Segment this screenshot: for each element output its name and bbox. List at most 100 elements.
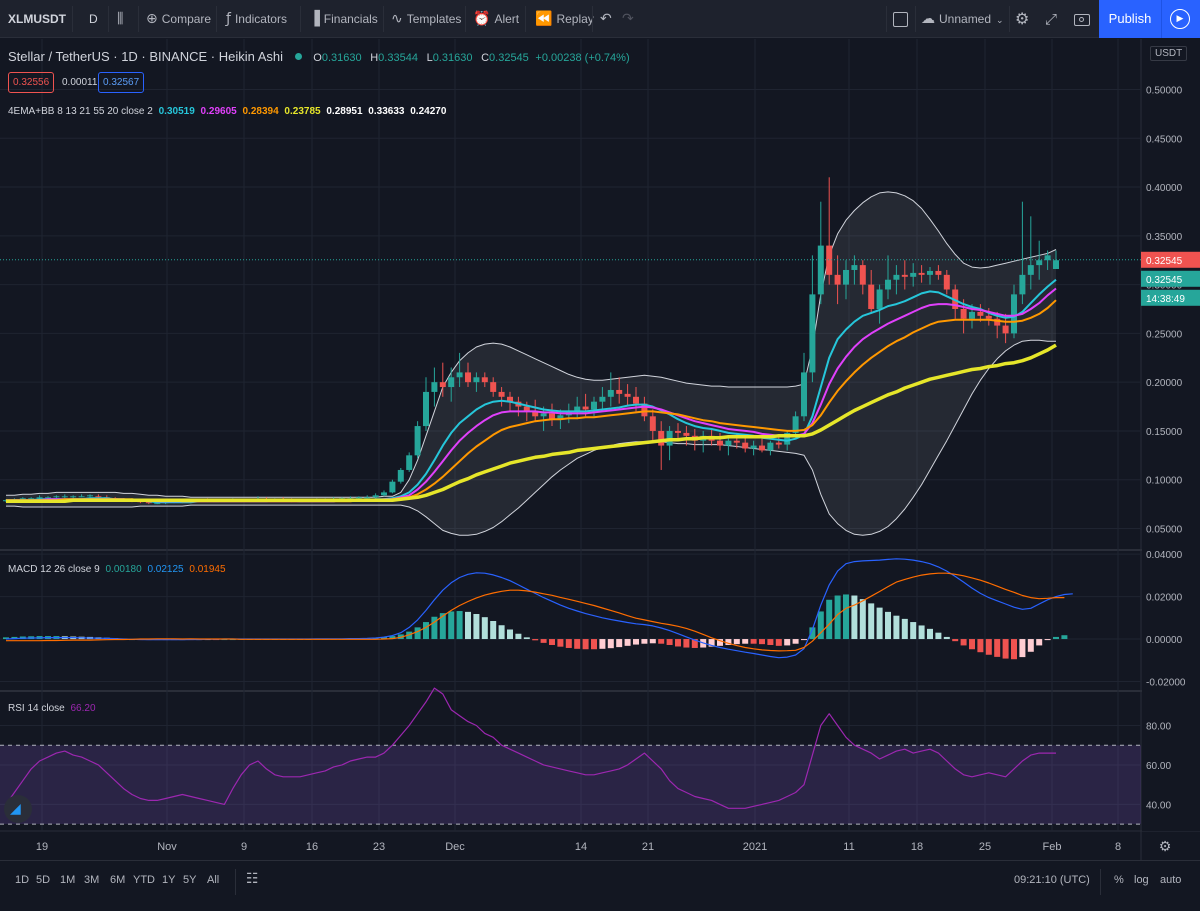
price-tick-label: 0.35000 <box>1146 232 1183 243</box>
time-tick-label: 14 <box>575 841 587 853</box>
macd-histogram-bar <box>826 599 833 640</box>
toolbar-divider <box>108 6 109 32</box>
macd-signal-line <box>6 572 1065 652</box>
fullscreen-toggle[interactable] <box>893 0 908 38</box>
macd-histogram-bar <box>1019 639 1026 658</box>
templates-button[interactable]: ∿ Templates <box>391 0 461 38</box>
interval-button[interactable]: D <box>89 12 98 26</box>
ema-legend[interactable]: 4EMA+BB 8 13 21 55 20 close 2 0.30519 0.… <box>8 106 446 117</box>
macd-legend[interactable]: MACD 12 26 close 9 0.00180 0.02125 0.019… <box>8 564 226 575</box>
rsi-line <box>5 687 1056 809</box>
range-button-1y[interactable]: 1Y <box>162 874 176 886</box>
macd-histogram-bar <box>994 639 1001 657</box>
expand-button[interactable]: ⤢ <box>1045 0 1061 38</box>
currency-selector[interactable]: USDT <box>1150 46 1188 61</box>
candle-body <box>876 289 883 309</box>
symbol-title-text: Stellar / TetherUS · 1D · BINANCE · Heik… <box>8 49 284 64</box>
ohlc-low: L0.31630 <box>426 52 473 64</box>
macd-histogram-bar <box>498 625 505 640</box>
symbol-title: Stellar / TetherUS · 1D · BINANCE · Heik… <box>8 49 630 64</box>
range-button-3m[interactable]: 3M <box>84 874 100 886</box>
templates-icon: ∿ <box>391 11 403 27</box>
range-button-5d[interactable]: 5D <box>36 874 51 886</box>
bollinger-band-fill <box>6 191 1056 536</box>
candle-body <box>473 377 480 383</box>
macd-histogram-bar <box>1044 639 1051 641</box>
candle-body <box>1044 255 1051 261</box>
clock-display[interactable]: 09:21:10 (UTC) <box>1014 874 1090 886</box>
axis-settings-icon: ⚙ <box>1159 839 1172 855</box>
macd-histogram-bar <box>666 639 673 645</box>
range-button-1d[interactable]: 1D <box>15 874 30 886</box>
range-button-all[interactable]: All <box>207 874 220 886</box>
macd-histogram-bar <box>834 595 841 640</box>
percent-toggle[interactable]: % <box>1114 874 1124 886</box>
alert-button[interactable]: ⏰ Alert <box>473 0 519 38</box>
candle-body <box>523 406 530 412</box>
candle-body <box>78 496 85 498</box>
publish-menu-button[interactable]: ▶ <box>1161 0 1200 38</box>
range-button-5y[interactable]: 5Y <box>183 874 197 886</box>
macd-histogram-bar <box>885 611 891 640</box>
macd-histogram-bar <box>423 622 429 640</box>
chart-area[interactable]: 0.500000.450000.400000.350000.300000.250… <box>0 39 1200 860</box>
replay-button[interactable]: ⏪ Replay <box>535 0 594 38</box>
square-icon <box>893 12 908 28</box>
candle-body <box>843 269 849 285</box>
buy-button[interactable]: 0.32567 <box>98 72 145 93</box>
candle-body <box>759 445 765 451</box>
ema21-value: 0.28394 <box>242 106 279 117</box>
snapshot-button[interactable] <box>1074 0 1090 38</box>
indicators-button[interactable]: ƒ Indicators <box>226 0 287 38</box>
candle-body <box>532 411 539 417</box>
undo-button[interactable]: ↶ <box>600 0 616 38</box>
range-button-1m[interactable]: 1M <box>60 874 76 886</box>
macd-histogram-bar <box>851 595 858 640</box>
toolbar-divider <box>235 869 236 895</box>
candle-body <box>465 372 471 383</box>
financials-button[interactable]: ▐ Financials <box>309 0 378 38</box>
macd-histogram-bar <box>641 639 648 644</box>
symbol-search[interactable]: XLMUSDT <box>8 12 66 26</box>
candle-body <box>355 497 362 499</box>
candle-body <box>481 377 488 383</box>
toolbar-divider <box>72 6 73 32</box>
toolbar-divider <box>216 6 217 32</box>
price-tick-label: 0.05000 <box>1146 524 1183 535</box>
auto-toggle[interactable]: auto <box>1160 874 1182 886</box>
candle-body <box>801 372 807 417</box>
settings-button[interactable]: ⚙ <box>1015 0 1033 38</box>
macd-histogram-bar <box>675 639 681 647</box>
macd-tick-label: 0.00000 <box>1146 635 1183 646</box>
layout-menu[interactable]: ☁ Unnamed ⌄ <box>921 0 1008 38</box>
candle-body <box>750 445 757 449</box>
compare-button[interactable]: ⊕ Compare <box>146 0 211 38</box>
macd-histogram-bar <box>742 639 749 644</box>
range-button-ytd[interactable]: YTD <box>133 874 155 886</box>
toolbar-divider <box>300 6 301 32</box>
tradingview-logo[interactable]: ◢ <box>4 795 32 823</box>
price-axis-bg <box>1142 39 1200 831</box>
cloud-icon: ☁ <box>921 11 935 27</box>
log-toggle[interactable]: log <box>1134 874 1149 886</box>
ema-line-ema55 <box>6 343 1057 503</box>
rsi-legend[interactable]: RSI 14 close 66.20 <box>8 703 96 714</box>
range-button-6m[interactable]: 6M <box>110 874 126 886</box>
toolbar-divider <box>1009 6 1010 32</box>
redo-button[interactable]: ↷ <box>622 0 638 38</box>
macd-histogram-bar <box>750 639 757 644</box>
publish-button[interactable]: Publish <box>1099 0 1161 38</box>
macd-hist-value: 0.00180 <box>105 564 142 575</box>
macd-histogram-bar <box>532 639 539 641</box>
macd-tick-label: 0.04000 <box>1146 550 1183 561</box>
ema-price-tag: 0.32545 <box>1141 270 1200 287</box>
macd-histogram-bar <box>540 639 547 643</box>
time-tick-label: 8 <box>1115 841 1121 853</box>
chart-type-button[interactable]: ⫼ <box>117 0 127 38</box>
goto-date-button[interactable]: ☷ <box>246 871 259 887</box>
macd-histogram-bar <box>490 621 497 640</box>
sell-button[interactable]: 0.32556 <box>8 72 55 93</box>
candle-body <box>742 442 749 449</box>
alert-label: Alert <box>494 12 520 26</box>
candle-body <box>633 396 639 404</box>
